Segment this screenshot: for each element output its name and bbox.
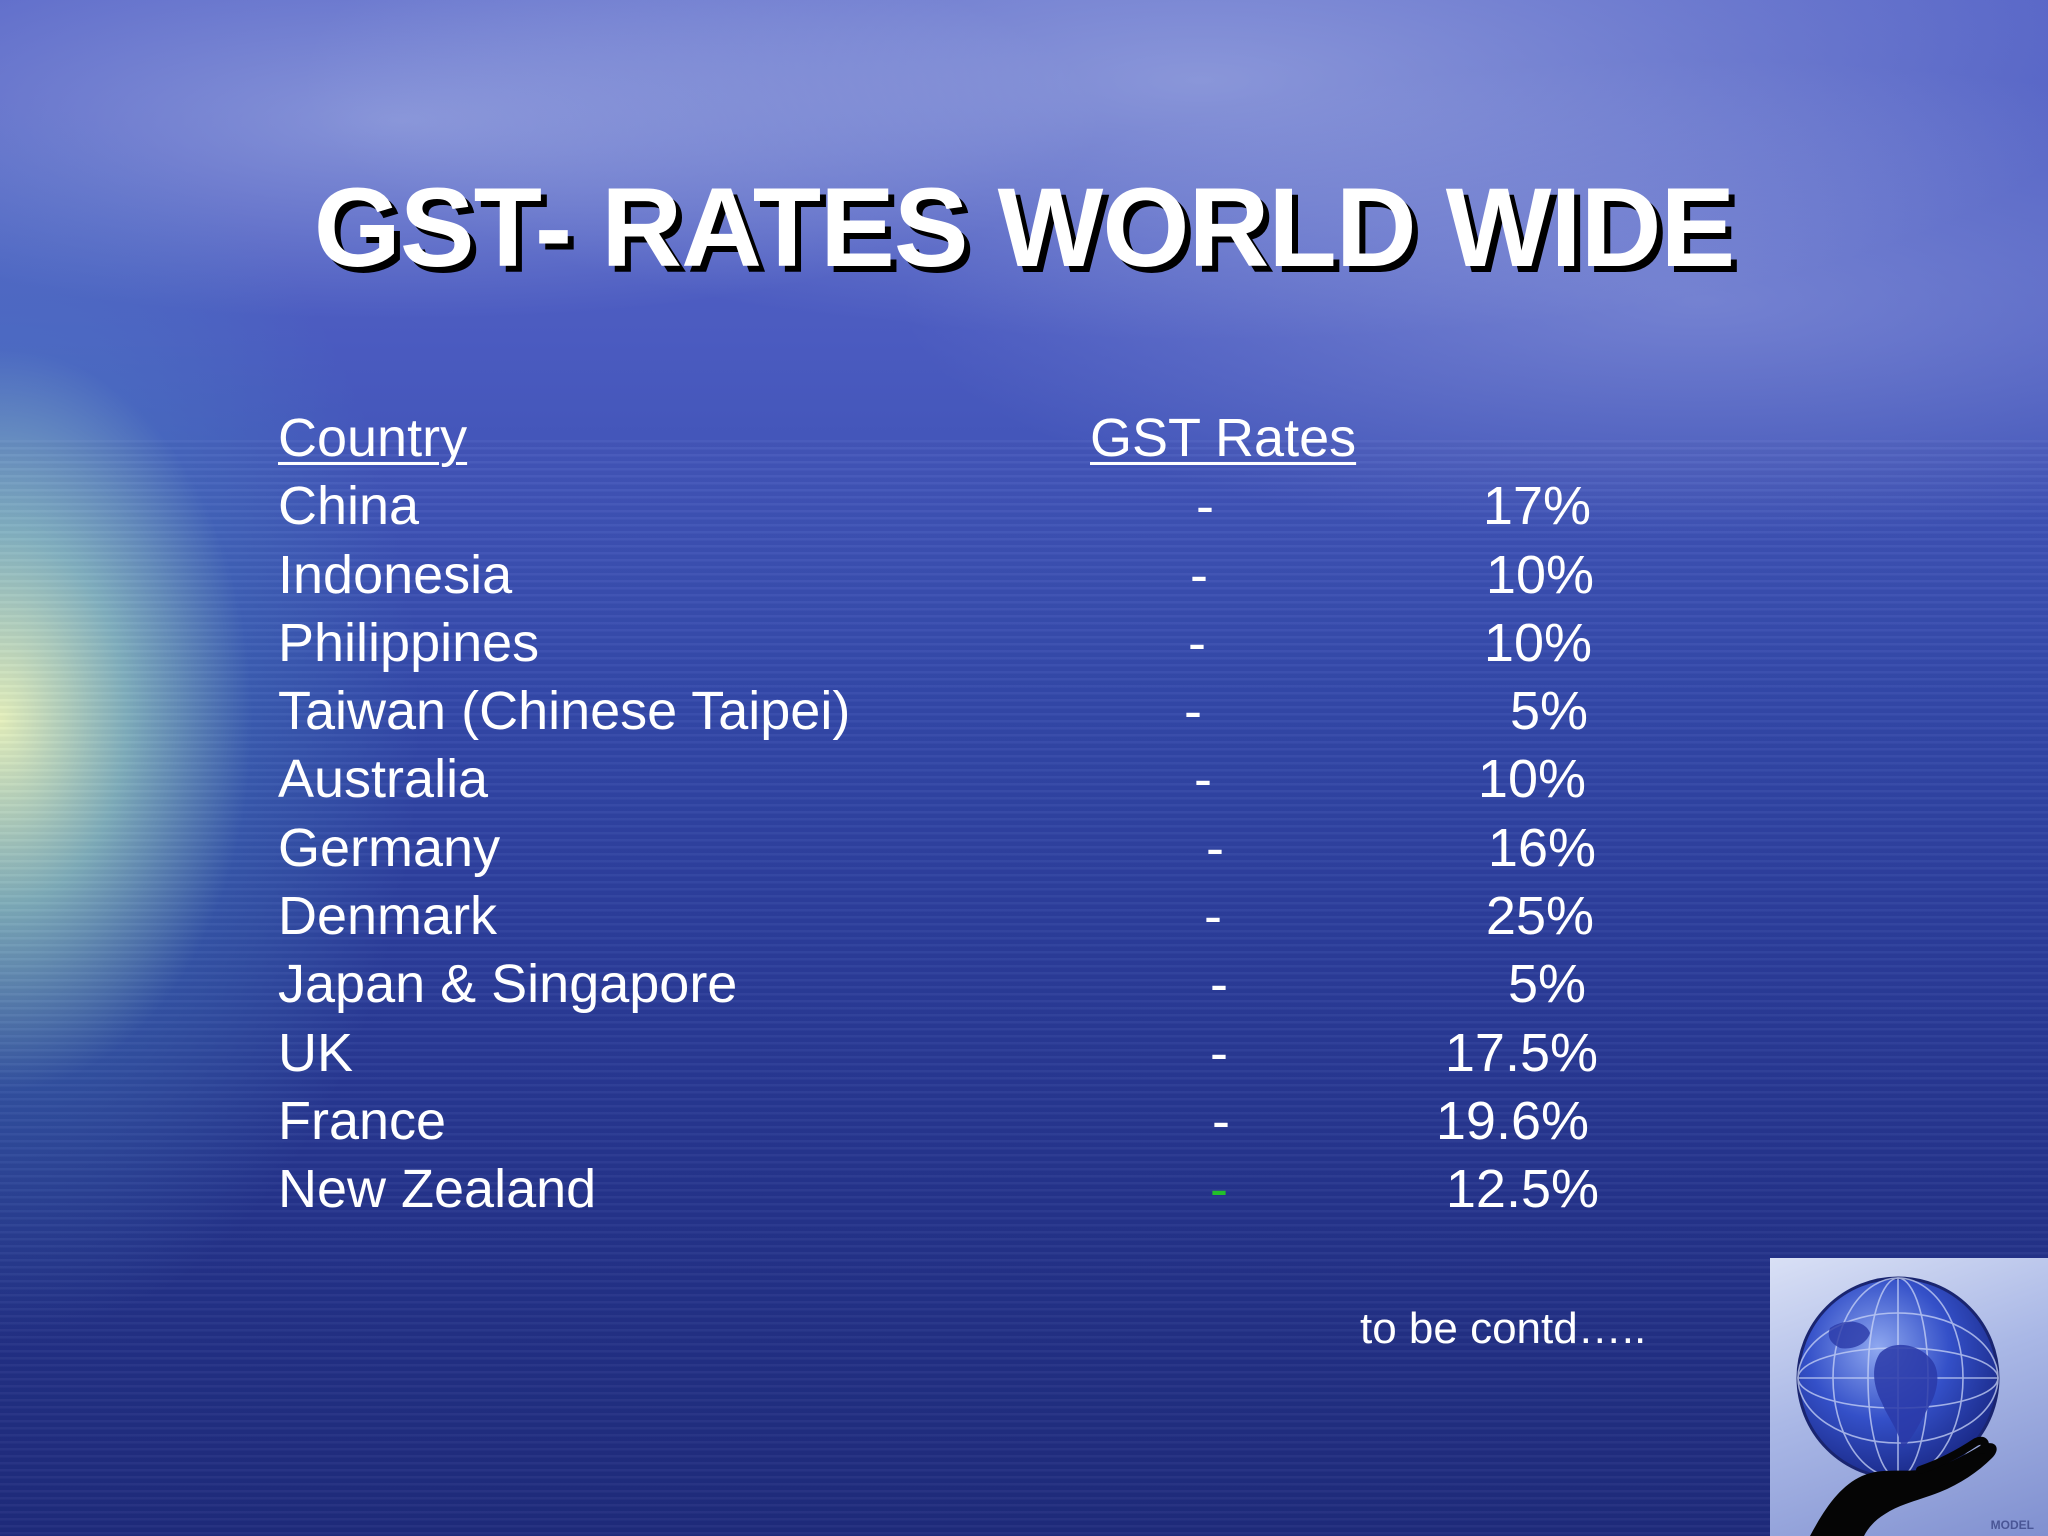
gst-rates-column-header: GST Rates: [1090, 408, 1357, 468]
gst-rate-value: 10%: [1477, 749, 1586, 810]
table-row: Denmark - 25%: [278, 882, 1594, 950]
gst-rate-value: 10%: [1483, 612, 1592, 673]
table-header: Country GST Rates: [278, 404, 1578, 472]
globe-in-hand-icon: [1796, 1276, 2000, 1536]
separator-dash: -: [1190, 544, 1208, 605]
country-name: Australia: [278, 749, 489, 810]
separator-dash: -: [1210, 1022, 1228, 1083]
table-row: Philippines - 10%: [278, 609, 1592, 677]
gst-rates-table: Country GST Rates China - 17% Indonesia …: [278, 404, 1599, 1224]
separator-dash: -: [1196, 476, 1214, 537]
country-name: Germany: [278, 817, 501, 878]
country-name: Philippines: [278, 612, 540, 673]
gst-rate-value: 17%: [1482, 476, 1591, 537]
country-name: Denmark: [278, 886, 498, 947]
table-row: Indonesia - 10%: [278, 541, 1594, 609]
logo-text: MODEL: [1990, 1518, 2034, 1532]
table-row: UK - 17.5%: [278, 1019, 1598, 1087]
globe-logo: MODEL: [1770, 1258, 2048, 1536]
table-row: China - 17%: [278, 472, 1591, 540]
gst-rate-value: 17.5%: [1444, 1022, 1598, 1083]
country-name: Taiwan (Chinese Taipei): [278, 681, 851, 742]
country-column-header: Country: [278, 408, 468, 468]
separator-dash: -: [1212, 1090, 1230, 1151]
country-name: Japan & Singapore: [278, 954, 738, 1015]
table-row: Japan & Singapore - 5%: [278, 950, 1586, 1018]
separator-dash: -: [1210, 954, 1228, 1015]
gst-rate-value: 19.6%: [1435, 1090, 1589, 1151]
table-row: France - 19.6%: [278, 1087, 1589, 1155]
separator-dash: -: [1206, 817, 1224, 878]
gst-rate-value: 5%: [1507, 954, 1586, 1015]
table-row: Germany - 16%: [278, 814, 1596, 882]
country-name: New Zealand: [278, 1159, 597, 1220]
slide-title: GST- RATES WORLD WIDE: [313, 165, 1735, 290]
separator-dash: -: [1184, 681, 1202, 742]
gst-rate-value: 5%: [1509, 681, 1588, 742]
country-name: UK: [278, 1022, 354, 1083]
country-name: China: [278, 476, 420, 537]
gst-rate-value: 10%: [1485, 544, 1594, 605]
separator-dash: -: [1188, 612, 1206, 673]
gst-rate-value: 16%: [1487, 817, 1596, 878]
separator-dash: -: [1210, 1159, 1228, 1220]
table-row: New Zealand - 12.5%: [278, 1155, 1599, 1223]
gst-rate-value: 25%: [1485, 886, 1594, 947]
table-row: Taiwan (Chinese Taipei) - 5%: [278, 677, 1588, 745]
continued-note: to be contd…..: [1360, 1304, 1647, 1353]
separator-dash: -: [1204, 886, 1222, 947]
gst-rate-value: 12.5%: [1445, 1159, 1599, 1220]
country-name: France: [278, 1090, 447, 1151]
country-name: Indonesia: [278, 544, 513, 605]
table-row: Australia - 10%: [278, 745, 1586, 813]
separator-dash: -: [1194, 749, 1212, 810]
